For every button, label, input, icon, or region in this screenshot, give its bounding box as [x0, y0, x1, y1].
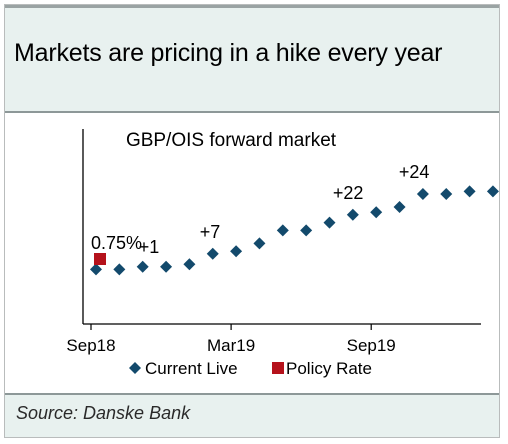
- current-live-point: [136, 260, 149, 273]
- title-bar: Markets are pricing in a hike every year: [5, 5, 499, 113]
- chart-title: GBP/OIS forward market: [126, 130, 337, 151]
- legend-policy-rate-marker: [272, 362, 284, 374]
- legend-current-live-label: Current Live: [145, 359, 238, 378]
- legend-current-live-marker: [129, 362, 141, 374]
- current-live-point: [230, 245, 243, 258]
- data-annotation: +7: [200, 222, 221, 242]
- current-live-point: [253, 237, 266, 250]
- current-live-point: [276, 224, 289, 237]
- current-live-point: [486, 185, 499, 198]
- current-live-point: [113, 263, 126, 276]
- data-annotation: +22: [333, 183, 364, 203]
- chart-svg: 1.25%1.00%0.75%0.50%Sep18Mar19Sep19GBP/O…: [66, 129, 499, 378]
- page-title: Markets are pricing in a hike every year: [14, 39, 443, 67]
- x-tick-label: Mar19: [207, 336, 255, 355]
- data-annotation: 0.75%: [91, 233, 142, 253]
- chart-frame: Markets are pricing in a hike every year…: [4, 4, 500, 438]
- current-live-point: [463, 185, 476, 198]
- source-text: Source: Danske Bank: [16, 403, 191, 423]
- chart-area: 1.25%1.00%0.75%0.50%Sep18Mar19Sep19GBP/O…: [5, 113, 499, 391]
- x-tick-label: Sep18: [66, 336, 115, 355]
- current-live-point: [370, 206, 383, 219]
- current-live-point: [323, 216, 336, 229]
- current-live-point: [416, 188, 429, 200]
- data-annotation: +24: [399, 162, 430, 182]
- current-live-point: [300, 224, 313, 237]
- source-bar: Source: Danske Bank: [5, 393, 499, 437]
- legend-policy-rate-label: Policy Rate: [286, 359, 372, 378]
- data-annotation: +1: [139, 237, 160, 257]
- current-live-point: [346, 208, 359, 221]
- current-live-point: [183, 258, 196, 271]
- current-live-point: [393, 201, 406, 213]
- x-tick-label: Sep19: [347, 336, 396, 355]
- policy-rate-point: [94, 253, 106, 265]
- current-live-point: [90, 263, 102, 276]
- current-live-point: [440, 188, 453, 200]
- current-live-point: [160, 260, 173, 273]
- current-live-point: [206, 247, 219, 260]
